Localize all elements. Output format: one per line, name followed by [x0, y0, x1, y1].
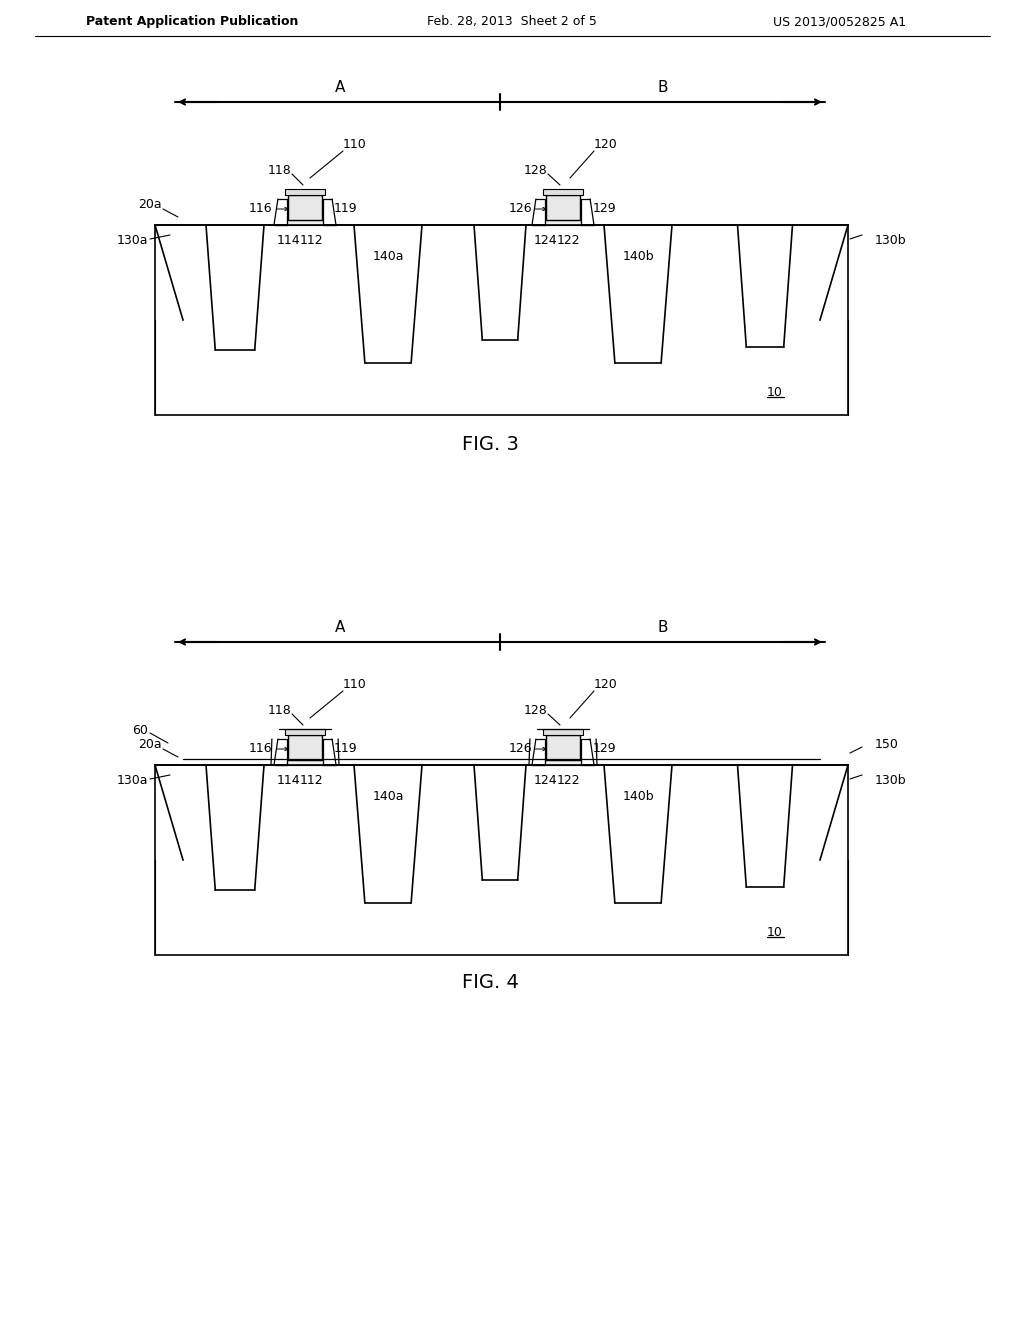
- Bar: [545, 220, 581, 224]
- Text: Patent Application Publication: Patent Application Publication: [86, 16, 298, 29]
- Text: 118: 118: [268, 704, 292, 717]
- Text: 140a: 140a: [373, 791, 403, 804]
- Text: 129: 129: [592, 742, 615, 755]
- Text: Feb. 28, 2013  Sheet 2 of 5: Feb. 28, 2013 Sheet 2 of 5: [427, 16, 597, 29]
- Bar: [155, 766, 848, 954]
- Text: 130b: 130b: [874, 235, 906, 248]
- Text: 120: 120: [594, 678, 617, 692]
- Text: FIG. 3: FIG. 3: [462, 434, 518, 454]
- Text: 124: 124: [534, 775, 557, 788]
- Bar: [288, 195, 322, 220]
- Text: 114: 114: [276, 775, 300, 788]
- Text: 118: 118: [268, 164, 292, 177]
- Text: 110: 110: [343, 139, 367, 152]
- Text: 110: 110: [343, 678, 367, 692]
- Text: 20a: 20a: [138, 198, 162, 211]
- Text: 126: 126: [508, 202, 531, 215]
- Text: 112: 112: [299, 775, 323, 788]
- Bar: [288, 735, 322, 760]
- Bar: [285, 729, 325, 735]
- Text: 128: 128: [524, 704, 548, 717]
- Bar: [155, 224, 848, 414]
- Bar: [546, 735, 580, 760]
- Text: 140b: 140b: [623, 791, 653, 804]
- Bar: [285, 189, 325, 195]
- Text: 120: 120: [594, 139, 617, 152]
- Text: A: A: [335, 619, 345, 635]
- Text: 60: 60: [132, 723, 148, 737]
- Bar: [543, 729, 583, 735]
- Text: 140a: 140a: [373, 251, 403, 264]
- Bar: [287, 760, 323, 766]
- Text: A: A: [335, 79, 345, 95]
- Text: 126: 126: [508, 742, 531, 755]
- Text: 150: 150: [874, 738, 899, 751]
- Text: 130a: 130a: [117, 235, 148, 248]
- Text: 10: 10: [767, 927, 783, 940]
- Text: 119: 119: [333, 202, 356, 215]
- Bar: [543, 189, 583, 195]
- Text: 114: 114: [276, 235, 300, 248]
- Bar: [545, 760, 581, 766]
- Text: 124: 124: [534, 235, 557, 248]
- Text: 116: 116: [248, 202, 271, 215]
- Text: 128: 128: [524, 164, 548, 177]
- Text: B: B: [657, 79, 669, 95]
- Text: 119: 119: [333, 742, 356, 755]
- Text: 116: 116: [248, 742, 271, 755]
- Bar: [546, 195, 580, 220]
- Text: B: B: [657, 619, 669, 635]
- Text: 122: 122: [556, 235, 580, 248]
- Text: 122: 122: [556, 775, 580, 788]
- Text: 130a: 130a: [117, 775, 148, 788]
- Text: 112: 112: [299, 235, 323, 248]
- Text: 20a: 20a: [138, 738, 162, 751]
- Text: 140b: 140b: [623, 251, 653, 264]
- Text: 129: 129: [592, 202, 615, 215]
- Text: 130b: 130b: [874, 775, 906, 788]
- Text: 10: 10: [767, 387, 783, 400]
- Text: FIG. 4: FIG. 4: [462, 973, 518, 991]
- Bar: [287, 220, 323, 224]
- Text: US 2013/0052825 A1: US 2013/0052825 A1: [773, 16, 906, 29]
